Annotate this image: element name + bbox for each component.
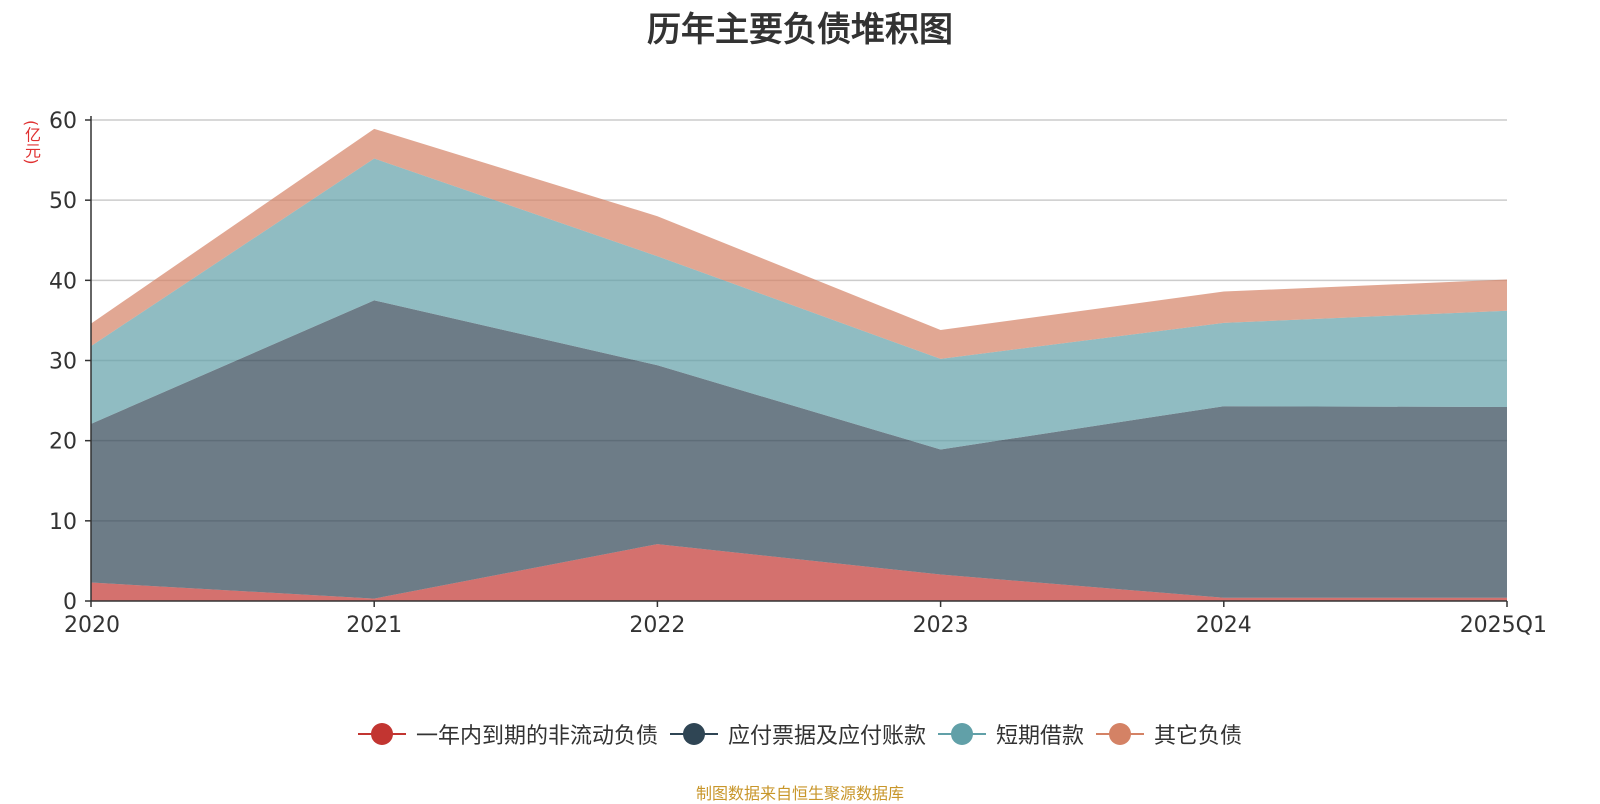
x-tick-label: 2020: [64, 613, 120, 638]
legend: 一年内到期的非流动负债 应付票据及应付账款 短期借款 其它负债: [0, 718, 1600, 750]
area-layers: [91, 128, 1507, 601]
y-tick-label: 0: [63, 590, 77, 615]
x-tick-label: 2022: [629, 613, 685, 638]
legend-item[interactable]: 应付票据及应付账款: [669, 718, 926, 750]
legend-marker-icon: [1096, 723, 1145, 745]
legend-item[interactable]: 短期借款: [938, 718, 1084, 750]
y-tick-label: 10: [49, 510, 77, 535]
x-tick-label: 2023: [913, 613, 969, 638]
y-tick-label: 30: [49, 350, 77, 375]
axes: [85, 116, 1508, 607]
data-source-note: 制图数据来自恒生聚源数据库: [695, 784, 904, 803]
area-series: [91, 158, 1507, 450]
y-axis-unit-label: (亿元): [22, 120, 41, 165]
area-series: [91, 300, 1507, 599]
legend-item[interactable]: 其它负债: [1096, 718, 1242, 750]
x-tick-label: 2021: [346, 613, 402, 638]
chart-title: 历年主要负债堆积图: [647, 10, 953, 50]
legend-label: 一年内到期的非流动负债: [415, 724, 658, 749]
y-tick-label: 60: [49, 109, 77, 134]
tick-labels: 0 10 20 30 40 50 60 2020 2021 2022 2023 2024 2025Q1: [49, 109, 1547, 638]
y-tick-label: 20: [49, 430, 77, 455]
area-series: [91, 128, 1507, 359]
legend-marker-icon: [938, 723, 986, 745]
legend-label: 其它负债: [1154, 724, 1243, 749]
legend-marker-icon: [669, 723, 718, 745]
legend-marker-icon: [357, 723, 406, 745]
legend-item[interactable]: 一年内到期的非流动负债: [357, 718, 658, 750]
legend-label: 短期借款: [996, 724, 1085, 749]
x-tick-label: 2024: [1196, 613, 1252, 638]
y-tick-label: 50: [49, 189, 77, 214]
area-series: [91, 544, 1507, 601]
legend-label: 应付票据及应付账款: [727, 724, 926, 749]
y-tick-label: 40: [49, 269, 77, 294]
x-tick-label: 2025Q1: [1460, 613, 1547, 638]
